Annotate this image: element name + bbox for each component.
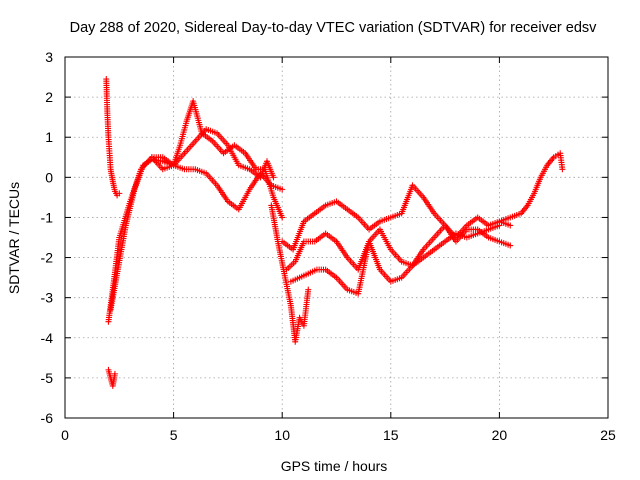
- data-point: [270, 174, 277, 181]
- x-tick-label: 20: [492, 427, 508, 443]
- chart-title: Day 288 of 2020, Sidereal Day-to-day VTE…: [70, 20, 598, 36]
- y-tick-label: -3: [41, 290, 54, 306]
- data-point: [559, 166, 566, 173]
- y-tick-label: -1: [41, 209, 54, 225]
- y-tick-label: 3: [45, 49, 53, 65]
- plot-frame: [64, 56, 609, 419]
- series-early-spike: [103, 76, 123, 199]
- y-tick-label: -6: [41, 410, 54, 426]
- y-tick-label: 2: [45, 89, 53, 105]
- data-point: [507, 222, 514, 229]
- grid-lines: [65, 57, 608, 418]
- data-point: [279, 186, 286, 193]
- y-tick-label: -4: [41, 330, 54, 346]
- data-point: [116, 190, 123, 197]
- series-after-10-mid: [283, 214, 514, 273]
- y-tick-label: -5: [41, 370, 54, 386]
- x-tick-label: 15: [383, 427, 399, 443]
- data-point: [507, 242, 514, 249]
- y-tick-label: 0: [45, 169, 53, 185]
- axis-ticks: 0 5 10 15 20 25 -6 -5 -4 -3 -2 -1 0 1 2 3: [41, 49, 616, 443]
- series-rise-b: [107, 98, 286, 313]
- series-mid-band-a: [148, 126, 277, 181]
- series-end-rise: [496, 150, 566, 225]
- y-tick-label: 1: [45, 129, 53, 145]
- y-tick-label: -2: [41, 250, 54, 266]
- series-after-10-lower: [287, 222, 503, 297]
- x-tick-label: 10: [274, 427, 290, 443]
- data-points: [103, 76, 566, 389]
- data-point: [111, 370, 118, 377]
- data-point: [279, 214, 286, 221]
- x-axis-label: GPS time / hours: [281, 458, 388, 474]
- series-dip-10: [268, 202, 312, 345]
- data-point: [305, 286, 312, 293]
- y-axis-label: SDTVAR / TECUs: [6, 182, 22, 294]
- x-tick-label: 5: [170, 427, 178, 443]
- x-tick-label: 25: [600, 427, 616, 443]
- x-tick-label: 0: [61, 427, 69, 443]
- series-low-cluster: [105, 366, 118, 389]
- series-rise-a: [105, 154, 286, 325]
